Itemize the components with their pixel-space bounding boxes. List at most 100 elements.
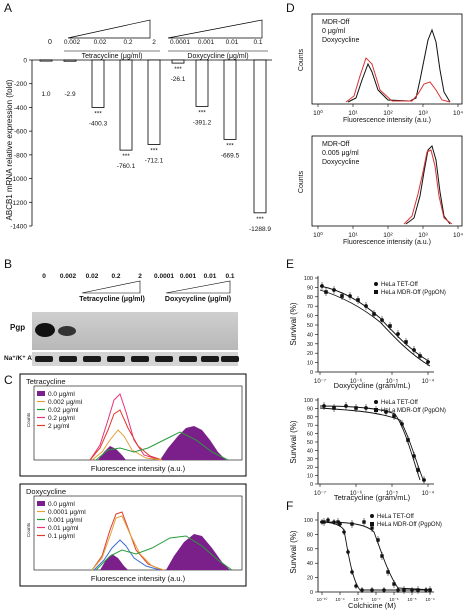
e-point [372, 312, 376, 316]
e-point [380, 318, 384, 322]
a-ytick-label: 0 [23, 58, 27, 65]
panel-label-f: F [286, 499, 293, 513]
d-annotation-line: 0 μg/ml [322, 28, 346, 35]
panel-d-histograms: Counts MDR-Off 0 μg/ml Doxycycline 10⁰ 10¹ 1… [298, 13, 463, 246]
e-legend-marker [374, 282, 378, 286]
e-point [396, 332, 400, 336]
d-annotation-line: Doxycycline [322, 159, 359, 166]
d-annotation-line: Doxycycline [322, 37, 359, 44]
b-pgp-band-1 [35, 323, 55, 337]
e-point [392, 414, 396, 418]
a-ytick-label: -800 [14, 152, 27, 159]
b-dose-labels: 0 0.002 0.02 0.2 2 0.0001 0.001 0.01 0.1 [42, 273, 235, 280]
panel-label-d: D [286, 1, 295, 15]
panel-b-western-blot: 0 0.002 0.02 0.2 2 0.0001 0.001 0.01 0.1 Tetracy… [4, 273, 239, 366]
f-ytick-label: 80 [307, 532, 313, 538]
e-point [320, 284, 324, 288]
e-bottom-ylabel: Survival (%) [289, 420, 298, 463]
d-top-curve-red [345, 57, 451, 103]
a-value-label: -26.1 [171, 76, 186, 83]
e-ytick-label: 80 [307, 295, 313, 301]
d-xtick-label: 10³ [418, 110, 428, 117]
d-bottom-xticks: 10⁰ 10¹ 10² 10³ 10⁴ [313, 226, 463, 239]
panel-label-c: C [4, 373, 13, 387]
f-point [346, 550, 350, 554]
a-value-label: -2.9 [64, 91, 76, 98]
e-top-points [320, 282, 430, 366]
c-bottom-title: Doxycycline [26, 487, 66, 496]
c-top-title: Tetracycline [26, 377, 66, 386]
a-tet-dose: 0.002 [64, 39, 81, 46]
a-bars: 1.0 -2.9 *** -400.3 *** -760.1 *** -712.1 *** -26… [39, 59, 271, 233]
e-xtick-label: 10⁻⁶ [350, 378, 363, 385]
f-legend-marker [370, 514, 374, 518]
e-top-yticks: 0 10 20 30 40 50 60 70 80 90 100 [304, 276, 318, 376]
c-top-xlabel: Fluorescence intensity (a.u.) [91, 464, 186, 473]
d-bottom-curve-black [405, 145, 451, 225]
a-ytick-label: -400 [14, 105, 27, 112]
f-point [354, 584, 358, 588]
c-legend-label: 0.001 μg/ml [48, 517, 83, 524]
e-legend-marker [374, 408, 378, 412]
a-tet-dose: 2 [152, 39, 156, 46]
d-top-ylabel: Counts [298, 48, 305, 71]
f-point [392, 582, 396, 586]
e-point [340, 294, 344, 298]
f-point [350, 570, 354, 574]
e-point [324, 290, 328, 294]
d-bottom-xlabel: Fluorescence intensity (a.u.) [343, 239, 431, 246]
b-row-pgp: Pgp [10, 323, 25, 332]
e-ytick-label: 0 [310, 482, 313, 488]
f-ytick-label: 0 [310, 590, 313, 596]
d-bottom-curve-red [403, 149, 453, 225]
e-ytick-label: 90 [307, 406, 313, 412]
e-top-ylabel: Survival (%) [289, 302, 298, 345]
d-top-plot [311, 13, 463, 105]
f-point [370, 588, 374, 592]
f-xtick-label: 10⁻⁶ [389, 597, 398, 602]
d-bottom-ylabel: Counts [298, 170, 305, 193]
c-legend-label: 0.02 μg/ml [48, 407, 79, 414]
c-top-curve-red [89, 409, 163, 461]
e-point [384, 410, 388, 414]
c-bottom-curve-red [91, 511, 163, 571]
d-xtick-label: 10⁴ [453, 232, 463, 239]
d-annotation-line: MDR-Off [322, 141, 350, 148]
f-point [322, 520, 326, 524]
e-ytick-label: 30 [307, 457, 313, 463]
e-top-fit-2 [319, 289, 431, 367]
b-atpase-bands [35, 356, 239, 362]
e-ytick-label: 90 [307, 285, 313, 291]
e-ytick-label: 10 [307, 474, 313, 480]
e-xtick-label: 10⁻⁶ [350, 490, 363, 497]
e-ytick-label: 100 [304, 276, 313, 282]
f-point [424, 588, 428, 592]
e-xtick-label: 10⁻⁷ [314, 378, 326, 385]
f-point [362, 520, 366, 524]
b-dose-label: 0.001 [180, 273, 197, 280]
c-top-curve-green [95, 431, 229, 461]
b-atpase-band [201, 356, 219, 362]
e-point [332, 288, 336, 292]
a-bar [171, 59, 185, 64]
f-xtick-label: 10⁻⁴ [425, 597, 434, 602]
e-bottom-xlabel: Tetracycline (gram/mL) [334, 493, 411, 502]
e-point [412, 454, 416, 458]
a-dox-dose: 0.01 [226, 39, 239, 46]
a-tet-dose: 0.02 [94, 39, 107, 46]
e-point [332, 406, 336, 410]
f-point [376, 538, 380, 542]
e-top-legend: HeLa TET-Off HeLa MDR-Off (PgpON) [374, 282, 446, 296]
e-ytick-label: 10 [307, 361, 313, 367]
f-points [320, 517, 432, 594]
a-tet-label: Tetracycline (μg/ml) [82, 53, 143, 60]
c-top-purple-peak-high [160, 426, 226, 460]
c-bottom-purple-peak-high [166, 534, 230, 570]
b-atpase-band [179, 356, 197, 362]
b-atpase-band [59, 356, 77, 362]
a-yticks: 0 -200 -400 -600 -800 -1000 -1200 -1400 [10, 58, 32, 231]
f-point [332, 520, 336, 524]
d-top-xticks: 10⁰ 10¹ 10² 10³ 10⁴ [313, 104, 463, 117]
e-bottom-fit-1 [319, 405, 421, 481]
